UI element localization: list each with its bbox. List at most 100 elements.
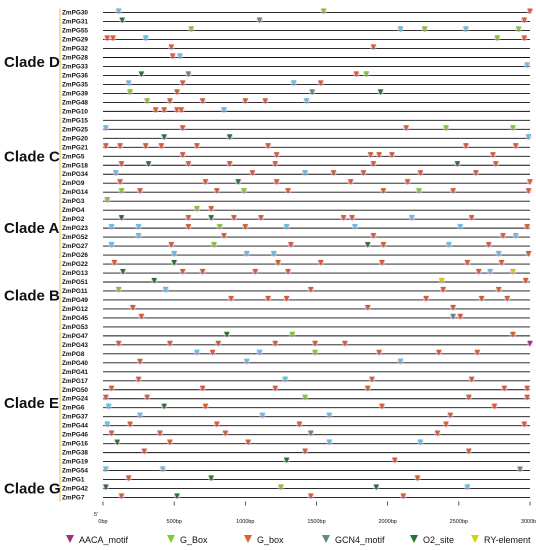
motif-marker	[214, 340, 222, 347]
clade-label: Clade A	[4, 220, 59, 237]
motif-marker	[116, 142, 124, 150]
gene-label: ZmPG41	[62, 369, 88, 376]
motif-marker	[495, 250, 503, 257]
motif-marker	[119, 268, 127, 275]
motif-marker	[166, 98, 174, 105]
axis-tick-label: 3000bp	[521, 519, 536, 525]
motif-marker	[378, 259, 386, 266]
motif-marker	[307, 493, 315, 500]
gene-label: ZmPG51	[62, 279, 88, 286]
motif-marker	[376, 89, 385, 96]
motif-marker	[445, 241, 453, 248]
gene-label: ZmPG1	[62, 477, 85, 484]
motif-marker	[270, 250, 278, 257]
motif-marker	[492, 160, 500, 168]
motif-marker	[241, 223, 249, 230]
gene-label: ZmPG22	[62, 261, 88, 268]
motif-marker	[241, 98, 249, 105]
motif-marker	[248, 169, 257, 177]
legend-item: AACA_motif	[66, 535, 129, 545]
motif-marker	[369, 232, 378, 239]
gene-label: ZmPG40	[62, 360, 88, 367]
motif-marker	[226, 133, 234, 141]
motif-marker	[255, 349, 264, 356]
motif-marker	[503, 295, 511, 302]
motif-marker	[497, 259, 506, 266]
legend-swatch-triangle	[322, 535, 330, 543]
legend-item: RY-element	[471, 535, 531, 545]
gene-label: ZmPG15	[62, 117, 88, 124]
motif-marker	[463, 259, 471, 266]
motif-marker	[117, 187, 126, 194]
motif-marker	[413, 475, 422, 482]
motif-marker	[179, 80, 187, 87]
motif-marker	[364, 385, 372, 392]
motif-marker	[223, 331, 231, 338]
gene-label: ZmPG24	[62, 396, 88, 403]
motif-marker	[110, 259, 118, 266]
motif-marker	[220, 106, 228, 114]
motif-marker	[486, 268, 494, 275]
legend-item: O2_site	[410, 535, 454, 545]
motif-marker	[512, 142, 520, 150]
motif-marker	[515, 26, 523, 33]
motif-marker	[472, 169, 480, 177]
motif-marker	[166, 340, 174, 347]
motif-marker	[402, 124, 410, 132]
legend-swatch-triangle	[471, 535, 479, 543]
legend-label: G_box	[257, 535, 284, 545]
axis-5prime-label: 5'	[94, 512, 98, 518]
motif-marker	[351, 223, 359, 230]
motif-marker	[162, 286, 170, 293]
motif-marker	[170, 250, 178, 257]
motif-marker	[144, 160, 153, 168]
gene-label: ZmPG55	[62, 28, 88, 35]
gene-label: ZmPG13	[62, 270, 88, 277]
gene-label: ZmPG28	[62, 55, 88, 62]
motif-marker	[438, 277, 446, 284]
gene-label: ZmPG20	[62, 135, 88, 142]
motif-marker	[184, 223, 192, 230]
motif-marker	[489, 151, 497, 159]
motif-marker	[129, 304, 137, 311]
gene-label: ZmPG4	[62, 207, 85, 214]
motif-marker	[311, 340, 319, 347]
motif-marker	[416, 439, 425, 446]
motif-marker	[107, 430, 116, 437]
motif-marker	[526, 340, 534, 347]
motif-marker	[348, 214, 356, 221]
motif-marker	[169, 53, 177, 60]
motif-marker	[449, 304, 457, 311]
motif-marker	[179, 151, 187, 159]
motif-marker	[284, 187, 292, 194]
gene-label: ZmPG11	[62, 288, 88, 295]
motif-marker	[379, 187, 387, 194]
motif-marker	[277, 484, 285, 491]
motif-marker	[213, 421, 221, 428]
gene-label: ZmPG32	[62, 46, 88, 53]
motif-marker	[520, 17, 528, 24]
motif-marker	[396, 26, 405, 33]
legend-swatch-triangle	[167, 535, 175, 543]
motif-marker	[160, 106, 168, 114]
motif-marker	[485, 241, 493, 248]
motif-marker	[520, 35, 528, 42]
motif-marker	[526, 178, 534, 186]
motif-marker	[173, 493, 181, 500]
legend-label: RY-element	[484, 535, 531, 545]
motif-marker	[283, 223, 291, 230]
gene-label: ZmPG21	[62, 144, 88, 151]
motif-marker	[199, 268, 207, 275]
motif-marker	[255, 17, 264, 24]
motif-markers	[102, 8, 534, 500]
gene-label: ZmPG53	[62, 324, 88, 331]
motif-marker	[170, 259, 178, 266]
gene-label: ZmPG47	[62, 333, 88, 340]
gene-label: ZmPG17	[62, 378, 88, 385]
motif-marker	[449, 187, 457, 194]
motif-marker	[391, 457, 399, 464]
motif-marker	[140, 448, 148, 455]
gene-label: ZmPG12	[62, 306, 88, 313]
clade-label: Clade E	[4, 395, 59, 412]
